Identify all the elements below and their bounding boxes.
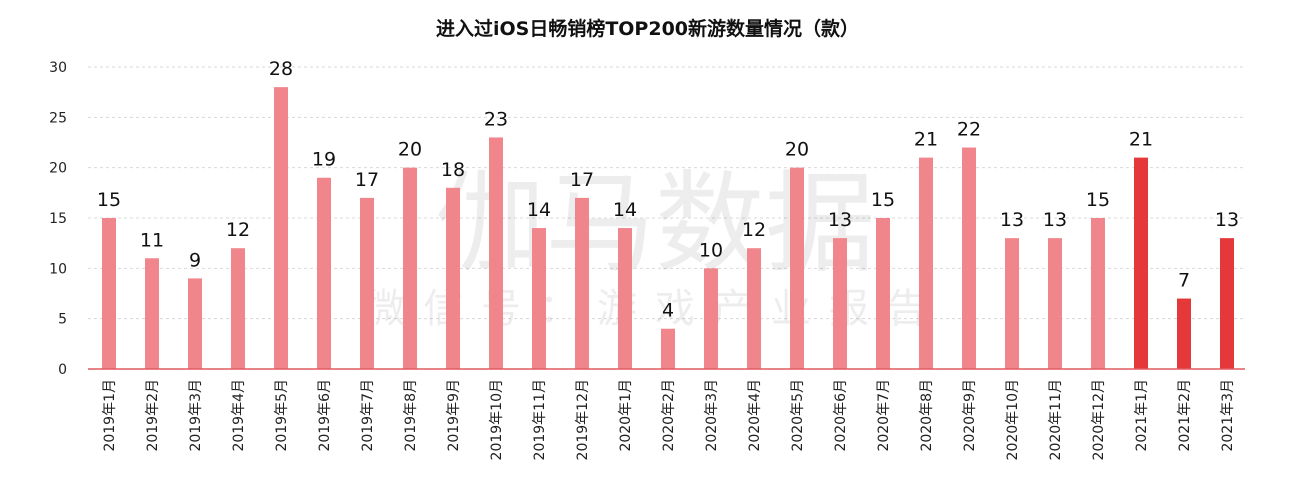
x-tick-label: 2019年8月 [403, 379, 419, 452]
data-label: 12 [742, 219, 766, 241]
x-tick-label: 2020年4月 [747, 379, 763, 452]
bar [274, 87, 288, 369]
bar [1134, 157, 1148, 369]
bar [403, 167, 417, 369]
x-tick-label: 2021年2月 [1177, 379, 1193, 452]
data-label: 21 [914, 129, 938, 151]
data-label: 11 [140, 229, 164, 251]
x-tick-label: 2019年10月 [489, 379, 505, 460]
bar [1091, 218, 1105, 369]
data-label: 4 [662, 300, 674, 322]
y-tick-label: 25 [49, 110, 67, 126]
data-label: 17 [570, 169, 594, 191]
x-tick-label: 2020年1月 [618, 379, 634, 452]
x-tick-label: 2020年7月 [876, 379, 892, 452]
data-label: 20 [398, 139, 422, 161]
x-tick-label: 2019年12月 [575, 379, 591, 460]
bar [1005, 238, 1019, 369]
x-tick-label: 2019年5月 [274, 379, 290, 452]
data-label: 22 [957, 119, 981, 141]
bar [790, 167, 804, 369]
x-tick-label: 2019年11月 [532, 379, 548, 460]
bar [188, 278, 202, 369]
data-label: 13 [1215, 209, 1239, 231]
data-label: 21 [1129, 129, 1153, 151]
bar [962, 147, 976, 369]
x-tick-label: 2019年6月 [317, 379, 333, 452]
data-label: 20 [785, 139, 809, 161]
y-tick-label: 0 [58, 362, 67, 378]
bar [532, 228, 546, 369]
data-label: 15 [871, 189, 895, 211]
bar [876, 218, 890, 369]
bar [747, 248, 761, 369]
data-label: 12 [226, 219, 250, 241]
x-tick-label: 2020年10月 [1005, 379, 1021, 460]
data-label: 23 [484, 108, 508, 130]
bar [704, 268, 718, 369]
bar [833, 238, 847, 369]
x-tick-label: 2020年3月 [704, 379, 720, 452]
data-label: 7 [1178, 270, 1190, 292]
data-label: 14 [613, 199, 637, 221]
bar [317, 177, 331, 369]
bar [661, 328, 675, 369]
bars [102, 87, 1234, 369]
data-label: 18 [441, 159, 465, 181]
data-label: 14 [527, 199, 551, 221]
data-label: 15 [1086, 189, 1110, 211]
data-label: 10 [699, 239, 723, 261]
bar [145, 258, 159, 369]
chart-title: 进入过iOS日畅销榜TOP200新游数量情况（款） [435, 18, 860, 40]
x-tick-label: 2019年9月 [446, 379, 462, 452]
x-axis-ticks: 2019年1月 2019年2月 2019年3月 2019年4月 2019年5月 2019年… [102, 379, 1236, 460]
bar [1048, 238, 1062, 369]
bar [446, 187, 460, 369]
data-label: 13 [828, 209, 852, 231]
y-tick-label: 10 [49, 261, 67, 277]
bar [1220, 238, 1234, 369]
y-tick-label: 30 [49, 60, 67, 76]
x-tick-label: 2020年6月 [833, 379, 849, 452]
x-tick-label: 2020年11月 [1048, 379, 1064, 460]
bar [575, 197, 589, 369]
bar [1177, 298, 1191, 369]
data-label: 15 [97, 189, 121, 211]
x-tick-label: 2020年12月 [1091, 379, 1107, 460]
x-tick-label: 2019年7月 [360, 379, 376, 452]
data-label: 19 [312, 149, 336, 171]
x-tick-label: 2020年2月 [661, 379, 677, 452]
x-tick-label: 2019年1月 [102, 379, 118, 452]
x-tick-label: 2019年4月 [231, 379, 247, 452]
x-tick-label: 2020年8月 [919, 379, 935, 452]
y-axis-ticks: 0 5 10 15 20 25 30 [49, 60, 67, 378]
data-label: 13 [1043, 209, 1067, 231]
data-label: 9 [189, 249, 201, 271]
bar [618, 228, 632, 369]
bar [919, 157, 933, 369]
y-tick-label: 20 [49, 161, 67, 177]
y-tick-label: 15 [49, 211, 67, 227]
data-label: 28 [269, 58, 293, 80]
data-labels: 15 11 9 12 28 19 17 20 18 23 14 17 14 4 10 12 20 13 15 21 22… [97, 58, 1239, 322]
bar [231, 248, 245, 369]
x-tick-label: 2020年9月 [962, 379, 978, 452]
x-tick-label: 2021年3月 [1220, 379, 1236, 452]
x-tick-label: 2019年2月 [145, 379, 161, 452]
bar [102, 218, 116, 369]
x-tick-label: 2019年3月 [188, 379, 204, 452]
bar [360, 197, 374, 369]
data-label: 13 [1000, 209, 1024, 231]
data-label: 17 [355, 169, 379, 191]
x-tick-label: 2021年1月 [1134, 379, 1150, 452]
x-tick-label: 2020年5月 [790, 379, 806, 452]
bar [489, 137, 503, 369]
y-tick-label: 5 [58, 312, 67, 328]
